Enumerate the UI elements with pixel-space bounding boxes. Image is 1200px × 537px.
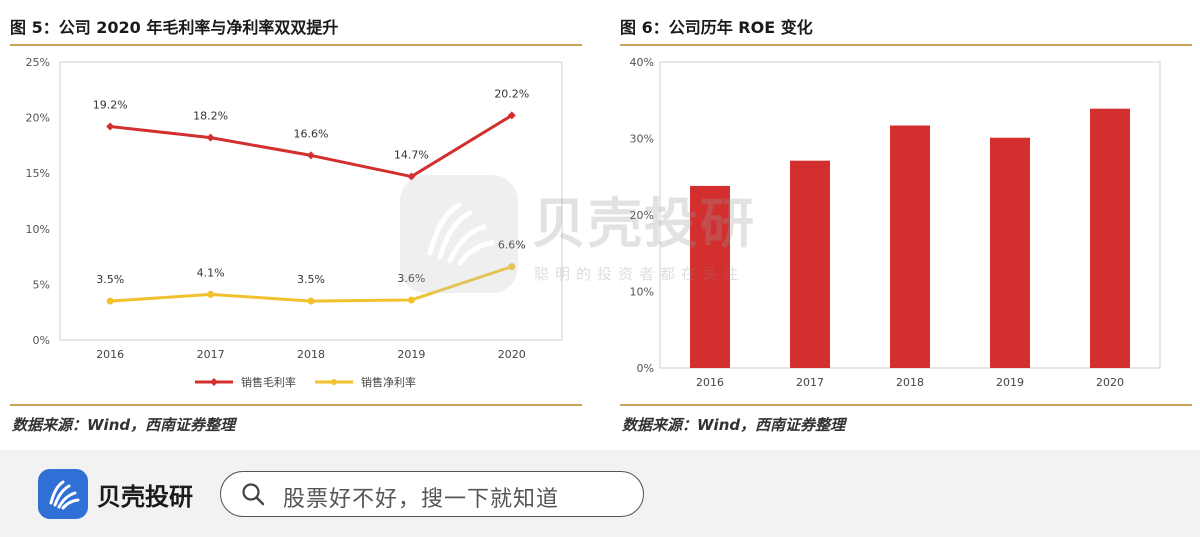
x-tick-label: 2020 bbox=[498, 348, 526, 361]
legend-marker bbox=[210, 378, 218, 386]
data-point bbox=[407, 172, 416, 181]
data-label: 14.7% bbox=[394, 149, 429, 162]
data-label: 18.2% bbox=[193, 110, 228, 123]
y-tick-label: 0% bbox=[33, 334, 50, 347]
brand-name: 贝壳投研 bbox=[97, 483, 193, 511]
x-tick-label: 2016 bbox=[696, 376, 724, 389]
data-label: 20.2% bbox=[494, 87, 529, 100]
data-point bbox=[206, 133, 215, 142]
legend-label: 销售净利率 bbox=[361, 375, 416, 389]
x-tick-label: 2018 bbox=[896, 376, 924, 389]
data-label: 6.6% bbox=[498, 239, 526, 252]
x-tick-label: 2018 bbox=[297, 348, 325, 361]
y-tick-label: 30% bbox=[630, 133, 654, 146]
x-tick-label: 2017 bbox=[197, 348, 225, 361]
bar bbox=[890, 125, 930, 369]
left-source-rule bbox=[10, 404, 582, 406]
data-point bbox=[307, 297, 315, 305]
bar-chart: 0% 10% 20% 30% 40% 2016 2017 2018 2019 2020 bbox=[630, 56, 1161, 389]
brand-logo-icon[interactable] bbox=[38, 469, 88, 519]
y-tick-label: 20% bbox=[630, 209, 654, 222]
y-tick-label: 25% bbox=[26, 56, 50, 69]
series-line-1 bbox=[110, 114, 513, 179]
legend-marker bbox=[331, 379, 337, 385]
data-point bbox=[407, 296, 415, 304]
bar bbox=[990, 137, 1030, 368]
x-tick-label: 2017 bbox=[796, 376, 824, 389]
y-tick-label: 40% bbox=[630, 56, 654, 69]
x-tick-label: 2020 bbox=[1096, 376, 1124, 389]
data-label: 3.5% bbox=[96, 273, 124, 286]
line-chart: 0% 5% 10% 15% 20% 25% 2016 2017 2018 2019 2020 19.2… bbox=[26, 56, 563, 389]
data-point bbox=[207, 290, 215, 298]
data-point bbox=[507, 111, 516, 120]
right-title-rule bbox=[620, 44, 1192, 46]
right-figure-panel: 图 6：公司历年 ROE 变化 0% 10% 20% 30% 40% 2016 2017 20… bbox=[610, 0, 1200, 450]
y-tick-label: 0% bbox=[637, 362, 654, 375]
data-point bbox=[106, 297, 114, 305]
bottom-bar: 贝壳投研 股票好不好，搜一下就知道 bbox=[0, 450, 1200, 537]
left-figure-panel: 图 5：公司 2020 年毛利率与净利率双双提升 0% 5% 10% 15% 20% 25… bbox=[0, 0, 600, 450]
search-input[interactable]: 股票好不好，搜一下就知道 bbox=[220, 471, 644, 517]
bar bbox=[790, 160, 830, 368]
x-tick-label: 2019 bbox=[996, 376, 1024, 389]
search-icon bbox=[242, 483, 265, 506]
right-figure-title: 图 6：公司历年 ROE 变化 bbox=[620, 18, 813, 37]
bar bbox=[690, 185, 730, 368]
y-tick-label: 20% bbox=[26, 112, 50, 125]
plot-area-frame bbox=[59, 61, 563, 341]
search-placeholder: 股票好不好，搜一下就知道 bbox=[283, 487, 560, 512]
left-title-rule bbox=[10, 44, 582, 46]
right-source-rule bbox=[620, 404, 1192, 406]
data-point bbox=[307, 151, 315, 160]
y-tick-label: 10% bbox=[630, 286, 654, 299]
data-label: 19.2% bbox=[93, 98, 128, 111]
y-tick-label: 5% bbox=[33, 278, 50, 291]
data-label: 4.1% bbox=[197, 266, 225, 279]
y-tick-label: 10% bbox=[26, 223, 50, 236]
data-label: 3.6% bbox=[397, 272, 425, 285]
data-point bbox=[106, 122, 115, 131]
x-tick-label: 2019 bbox=[397, 348, 425, 361]
right-source-note: 数据来源：Wind，西南证券整理 bbox=[622, 416, 846, 434]
left-source-note: 数据来源：Wind，西南证券整理 bbox=[12, 416, 236, 434]
bar bbox=[1090, 108, 1130, 368]
x-tick-label: 2016 bbox=[96, 348, 124, 361]
data-label: 3.5% bbox=[297, 273, 325, 286]
data-label: 16.6% bbox=[294, 127, 329, 140]
left-figure-title: 图 5：公司 2020 年毛利率与净利率双双提升 bbox=[10, 18, 339, 37]
legend-label: 销售毛利率 bbox=[241, 375, 296, 389]
data-point bbox=[508, 263, 516, 271]
y-tick-label: 15% bbox=[26, 167, 50, 180]
